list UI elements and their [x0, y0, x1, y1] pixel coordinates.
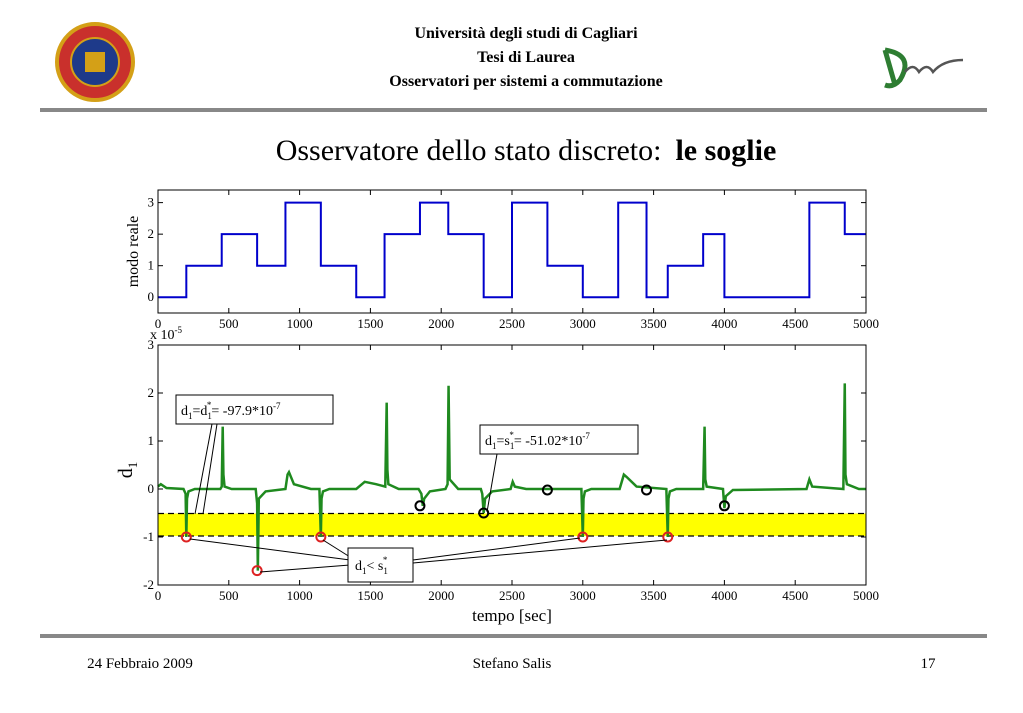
annotation-text: d1< s1*	[355, 555, 388, 576]
footer-author: Stefano Salis	[473, 656, 552, 672]
marker	[662, 531, 674, 543]
header-line: Tesi di Laurea	[477, 49, 575, 66]
x-tick-label: 1000	[287, 588, 313, 603]
x-tick-label: 1500	[357, 588, 383, 603]
logo-left	[55, 22, 135, 102]
y-axis-label: d1	[115, 462, 140, 479]
annotation-text: d1=d1*= -97.9*10-7	[181, 400, 281, 421]
marker	[251, 565, 263, 577]
annotation-box	[479, 424, 639, 455]
x-tick-label: 1000	[287, 316, 313, 331]
y-axis-label: modo reale	[125, 216, 142, 288]
plot-area	[158, 345, 866, 585]
y-tick-label: 2	[148, 385, 155, 400]
marker	[414, 500, 426, 512]
annotation-box	[347, 547, 414, 583]
x-tick-label: 500	[219, 588, 239, 603]
marker	[478, 507, 490, 519]
y-tick-label: 2	[148, 226, 155, 241]
y-tick-label: -1	[143, 529, 154, 544]
x-tick-label: 5000	[853, 588, 879, 603]
chart-top: 0 500 1000 1500 2000 2500 3000 3500 4000 4500 5000…	[125, 189, 879, 331]
x-tick-label: 3000	[570, 316, 596, 331]
x-tick-label: 4000	[711, 588, 737, 603]
x-tick-label: 2500	[499, 316, 525, 331]
x-tick-label: 3000	[570, 588, 596, 603]
y-tick-label: 1	[148, 433, 155, 448]
x-tick-label: 5000	[853, 316, 879, 331]
x-tick-label: 500	[219, 316, 239, 331]
plot-frame	[157, 344, 867, 586]
marker	[541, 484, 553, 496]
x-tick-label: 4000	[711, 316, 737, 331]
annotation-text: d1=s1*= -51.02*10-7	[485, 430, 590, 451]
header-line: Università degli studi di Cagliari	[414, 25, 638, 42]
y-tick-label: 0	[148, 481, 155, 496]
x-tick-label: 3500	[641, 316, 667, 331]
y-tick-label: 3	[148, 195, 155, 210]
x-tick-label: 0	[155, 316, 162, 331]
annotation	[189, 423, 668, 573]
marker	[718, 500, 730, 512]
x-tick-label: 2000	[428, 316, 454, 331]
slide-title: Osservatore dello stato discreto: le sogl…	[276, 134, 777, 167]
data-line	[158, 201, 866, 299]
annotation-box	[175, 394, 334, 425]
logo-right	[882, 47, 964, 89]
x-tick-label: 4500	[782, 316, 808, 331]
y-tick-label: 1	[148, 258, 155, 273]
marker	[180, 531, 192, 543]
threshold-band	[158, 513, 866, 536]
marker	[315, 531, 327, 543]
chart-bottom: 0 500 1000 1500 2000 2500 3000 3500 4000 4500 5000…	[143, 337, 879, 625]
x-tick-label: 1500	[357, 316, 383, 331]
header-line: Osservatori per sistemi a commutazione	[389, 73, 662, 90]
x-axis-label: tempo [sec]	[472, 606, 552, 625]
x-tick-label: 2000	[428, 588, 454, 603]
x-tick-label: 3500	[641, 588, 667, 603]
x-tick-label: 4500	[782, 588, 808, 603]
y-tick-label: -2	[143, 577, 154, 592]
footer-date: 24 Febbraio 2009	[87, 656, 193, 672]
rule	[40, 634, 987, 638]
x-tick-label: 0	[155, 588, 162, 603]
title-text: Osservatore dello stato discreto:	[276, 134, 662, 167]
y-tick-label: 3	[148, 337, 155, 352]
marker	[577, 531, 589, 543]
data-line	[157, 383, 866, 571]
y-tick-label: 0	[148, 289, 155, 304]
x-tick-label: 2500	[499, 588, 525, 603]
plot-frame	[157, 189, 867, 314]
title-bold: le soglie	[675, 134, 776, 167]
marker	[641, 484, 653, 496]
multiplier: x 10-5	[150, 325, 182, 343]
rule	[40, 108, 987, 112]
footer-page: 17	[921, 656, 937, 672]
